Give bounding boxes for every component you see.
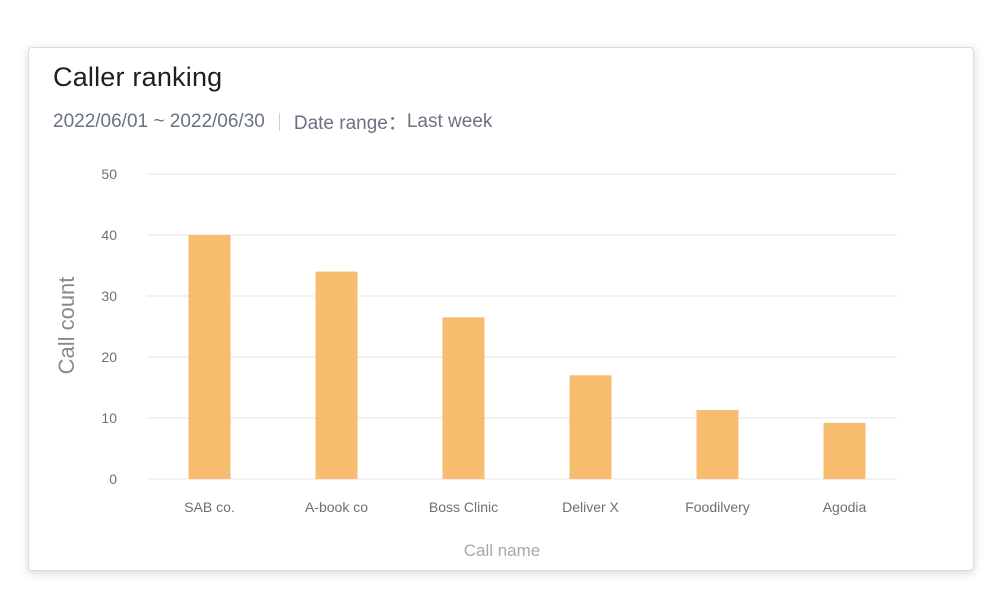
bar: [315, 271, 358, 479]
x-tick-label: Foodilvery: [685, 499, 750, 515]
y-axis-title: Call count: [54, 277, 79, 375]
x-tick-label: Boss Clinic: [429, 499, 498, 515]
x-tick-label: SAB co.: [184, 499, 235, 515]
bar: [823, 422, 866, 479]
caller-ranking-card: Caller ranking 2022/06/01 ~ 2022/06/30 D…: [28, 47, 974, 571]
bar: [442, 317, 485, 479]
bar-chart: 0 10 20 30 40 50 SAB co. A-book co Boss Clinic De…: [54, 166, 897, 560]
x-axis-title: Call name: [464, 541, 541, 560]
bar: [188, 235, 231, 479]
y-tick-label: 40: [101, 227, 117, 243]
y-tick-label: 30: [101, 288, 117, 304]
x-tick-label: Deliver X: [562, 499, 619, 515]
x-tick-label: Agodia: [823, 499, 867, 515]
y-tick-label: 50: [101, 166, 117, 182]
card-subtitle: 2022/06/01 ~ 2022/06/30 Date range： Last…: [53, 108, 492, 135]
date-span: 2022/06/01 ~ 2022/06/30: [53, 110, 265, 132]
subtitle-divider: [278, 112, 280, 131]
card-title: Caller ranking: [53, 62, 223, 92]
y-tick-label: 0: [109, 471, 117, 487]
y-tick-label: 10: [101, 410, 117, 426]
bar: [696, 410, 739, 479]
date-range-value: Last week: [406, 110, 493, 132]
y-tick-label: 20: [101, 349, 117, 365]
x-tick-label: A-book co: [305, 499, 368, 515]
bar: [569, 375, 612, 479]
date-range-label: Date range：: [293, 113, 407, 134]
